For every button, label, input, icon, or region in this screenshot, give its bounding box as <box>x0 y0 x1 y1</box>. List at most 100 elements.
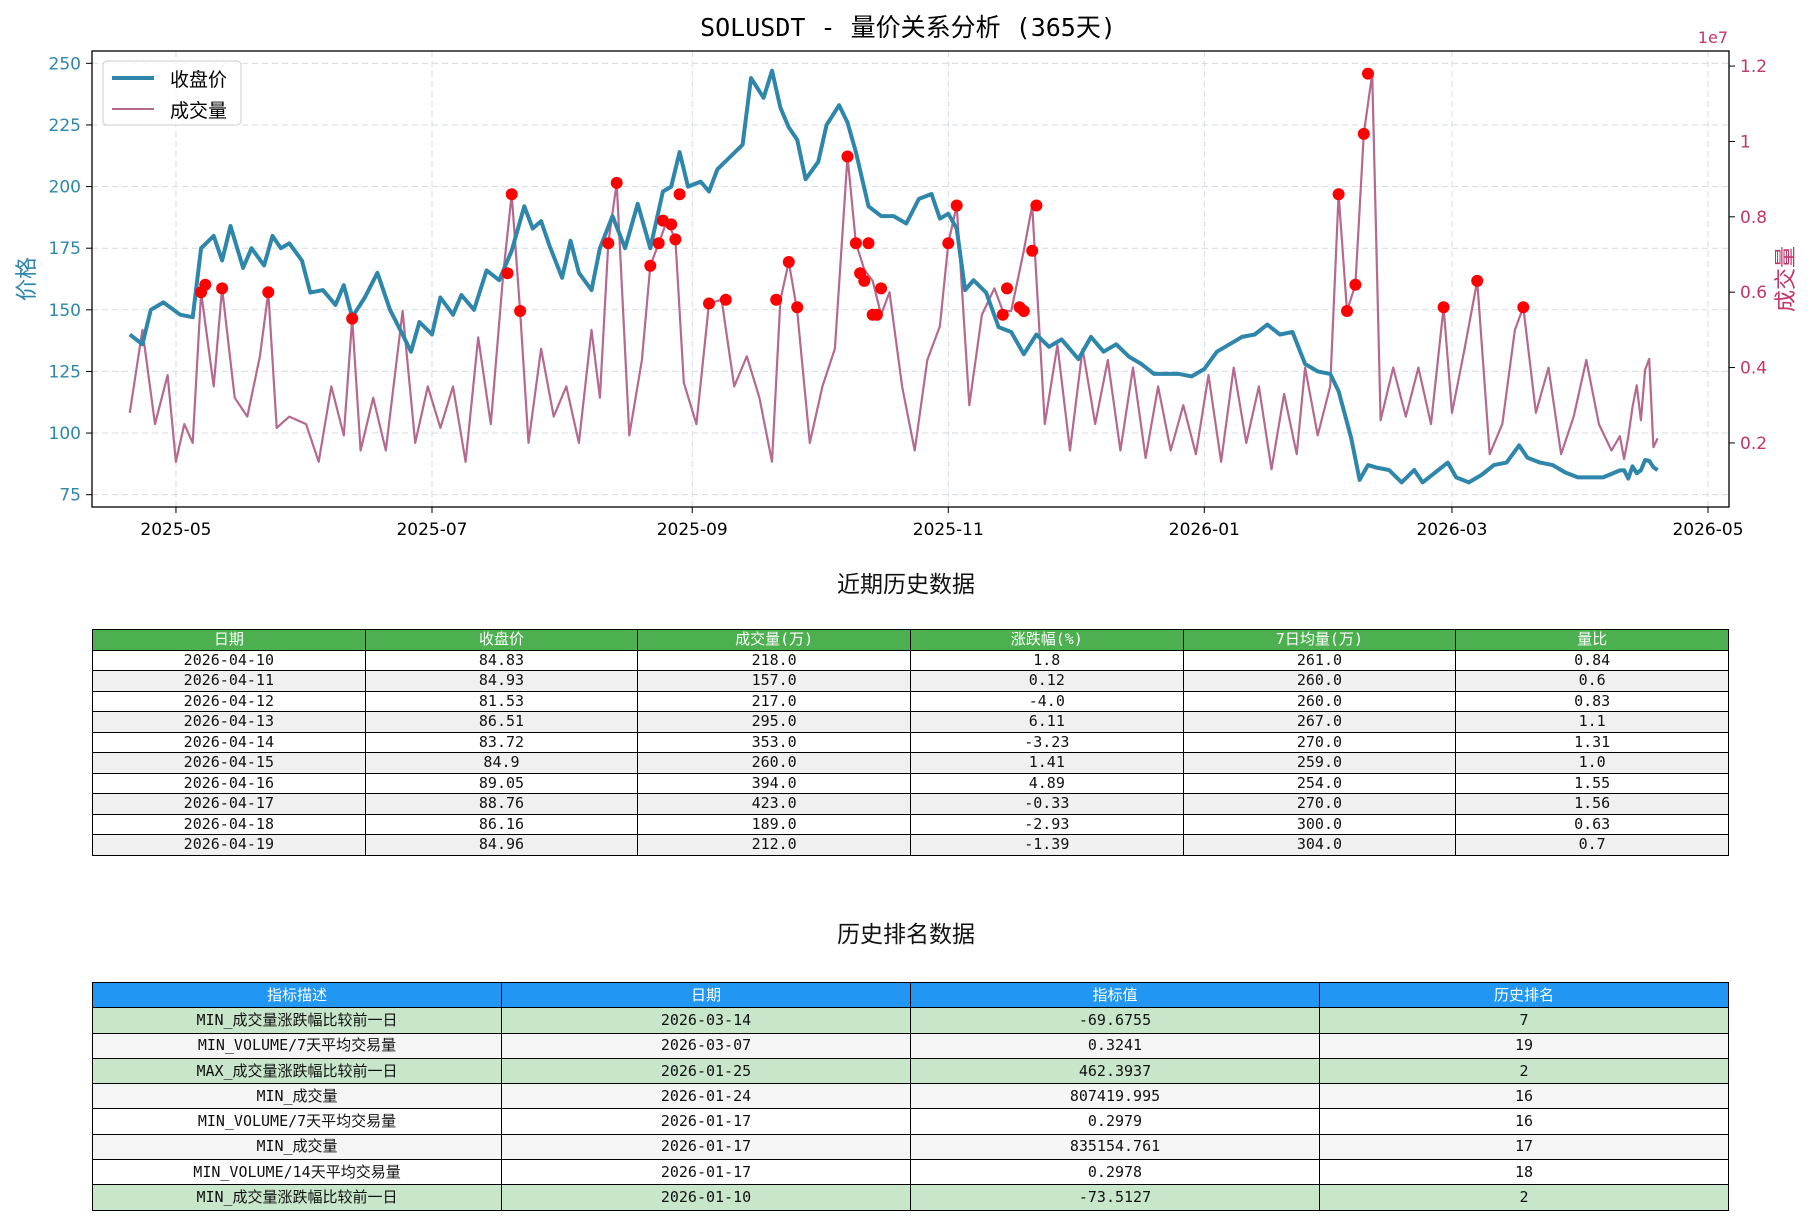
table-cell: -3.23 <box>909 731 1184 753</box>
table-row: 2026-04-19 84.96 212.0 -1.39 304.0 0.7 <box>92 834 1729 856</box>
table-cell: 86.16 <box>364 813 639 835</box>
table-cell: 89.05 <box>364 772 639 794</box>
volume-spike-marker <box>1471 274 1484 287</box>
volume-spike-marker <box>1357 127 1370 140</box>
table-cell: 2026-03-07 <box>501 1032 911 1059</box>
table-cell: 254.0 <box>1182 772 1457 794</box>
table-row: MIN_成交量涨跌幅比较前一日 2026-01-10 -73.5127 2 <box>92 1184 1729 1211</box>
table-cell: 1.0 <box>1455 752 1729 774</box>
volume-spike-marker <box>703 297 715 310</box>
volume-spike-marker <box>644 259 657 272</box>
table-cell: 2026-04-14 <box>92 731 366 753</box>
column-header: 日期 <box>501 981 911 1009</box>
rank-table-header: 指标描述 日期 指标值 历史排名 <box>92 981 1729 1009</box>
table-row: MIN_VOLUME/7天平均交易量 2026-03-07 0.3241 19 <box>92 1032 1729 1059</box>
table-cell: MIN_VOLUME/7天平均交易量 <box>92 1032 502 1059</box>
table-cell: 462.3937 <box>910 1057 1320 1085</box>
table-cell: 2026-01-25 <box>501 1057 911 1085</box>
table-cell: 84.83 <box>364 649 639 671</box>
table-cell: 19 <box>1319 1032 1729 1059</box>
table-cell: 807419.995 <box>910 1083 1320 1110</box>
table-cell: 218.0 <box>637 649 911 671</box>
table-cell: 261.0 <box>1182 649 1457 671</box>
table-cell: 2026-04-16 <box>92 772 366 794</box>
volume-spike-marker <box>996 308 1009 321</box>
table-row: 2026-04-17 88.76 423.0 -0.33 270.0 1.56 <box>92 793 1729 815</box>
table-cell: MIN_成交量涨跌幅比较前一日 <box>92 1184 502 1211</box>
table-row: 2026-04-14 83.72 353.0 -3.23 270.0 1.31 <box>92 731 1729 753</box>
volume-spike-marker <box>858 274 871 287</box>
table-cell: MIN_VOLUME/7天平均交易量 <box>92 1108 502 1135</box>
table-cell: 17 <box>1319 1133 1729 1161</box>
table-cell: 189.0 <box>637 813 911 835</box>
table-cell: -69.6755 <box>910 1007 1320 1034</box>
volume-spike-marker <box>1026 244 1039 257</box>
volume-series <box>128 72 1659 471</box>
table-cell: 18 <box>1319 1159 1729 1186</box>
y2-tick-label: 0.6 <box>1740 283 1767 303</box>
table-cell: 88.76 <box>364 793 639 815</box>
table-cell: 0.7 <box>1455 834 1729 856</box>
table-cell: 353.0 <box>637 731 911 753</box>
y-tick-label: 100 <box>49 424 81 444</box>
volume-spike-marker <box>673 188 686 201</box>
y-tick-label: 225 <box>49 116 81 136</box>
y-axis-label: 价格 <box>15 257 40 301</box>
table-cell: 295.0 <box>637 711 911 733</box>
table-cell: 2026-04-11 <box>92 670 366 692</box>
table-cell: 2026-04-15 <box>92 752 366 774</box>
table-cell: 4.89 <box>909 772 1184 794</box>
table-cell: 270.0 <box>1182 731 1457 753</box>
table-row: MIN_VOLUME/7天平均交易量 2026-01-17 0.2979 16 <box>92 1108 1729 1135</box>
table-cell: 1.55 <box>1455 772 1729 794</box>
column-header: 历史排名 <box>1319 981 1729 1009</box>
column-header: 涨跌幅(%) <box>909 629 1184 651</box>
volume-spike-marker <box>199 278 212 291</box>
recent-data-table: 日期 收盘价 成交量(万) 涨跌幅(%) 7日均量(万) 量比 2026-04-10 84.… <box>92 629 1729 856</box>
y-tick-label: 250 <box>49 54 81 74</box>
y-tick-label: 175 <box>49 239 81 259</box>
table-row: 2026-04-10 84.83 218.0 1.8 261.0 0.84 <box>92 649 1729 671</box>
table-row: 2026-04-11 84.93 157.0 0.12 260.0 0.6 <box>92 670 1729 692</box>
column-header: 指标描述 <box>92 981 502 1009</box>
table-row: MAX_成交量涨跌幅比较前一日 2026-01-25 462.3937 2 <box>92 1057 1729 1085</box>
y2-tick-label: 0.4 <box>1740 359 1767 379</box>
table-cell: 2 <box>1319 1184 1729 1211</box>
volume-spike-marker <box>505 188 518 201</box>
x-tick-label: 2026-01 <box>1169 520 1240 540</box>
volume-spike-marker <box>942 237 955 250</box>
table-cell: 1.31 <box>1455 731 1729 753</box>
volume-spike-marker <box>849 237 862 250</box>
table-cell: 0.63 <box>1455 813 1729 835</box>
recent-table-title: 近期历史数据 <box>837 572 975 598</box>
table-cell: 259.0 <box>1182 752 1457 774</box>
table-cell: -0.33 <box>909 793 1184 815</box>
volume-spike-marker <box>950 199 963 212</box>
table-cell: 0.2979 <box>910 1108 1320 1135</box>
volume-spike-marker <box>1362 67 1374 80</box>
table-cell: MIN_成交量 <box>92 1083 502 1110</box>
table-cell: MIN_VOLUME/14天平均交易量 <box>92 1159 502 1186</box>
table-cell: 0.12 <box>909 670 1184 692</box>
x-tick-label: 2025-05 <box>140 520 211 540</box>
volume-spike-marker <box>870 308 883 321</box>
volume-spike-marker <box>719 293 732 306</box>
table-cell: 0.83 <box>1455 690 1729 712</box>
table-cell: -1.39 <box>909 834 1184 856</box>
volume-spike-marker <box>346 312 359 325</box>
volume-spike-marker <box>841 150 854 163</box>
table-cell: 2026-04-17 <box>92 793 366 815</box>
table-cell: 270.0 <box>1182 793 1457 815</box>
column-header: 7日均量(万) <box>1182 629 1457 651</box>
table-row: MIN_成交量 2026-01-24 807419.995 16 <box>92 1083 1729 1110</box>
table-cell: 16 <box>1319 1083 1729 1110</box>
volume-spike-marker <box>1341 305 1353 317</box>
price-line <box>128 68 1659 485</box>
table-cell: 2026-01-17 <box>501 1108 911 1135</box>
volume-spike-marker <box>1349 278 1362 291</box>
volume-spike-marker <box>1332 188 1345 201</box>
table-cell: 304.0 <box>1182 834 1457 856</box>
table-cell: 300.0 <box>1182 813 1457 835</box>
x-tick-label: 2026-05 <box>1672 520 1743 540</box>
table-cell: 0.6 <box>1455 670 1729 692</box>
